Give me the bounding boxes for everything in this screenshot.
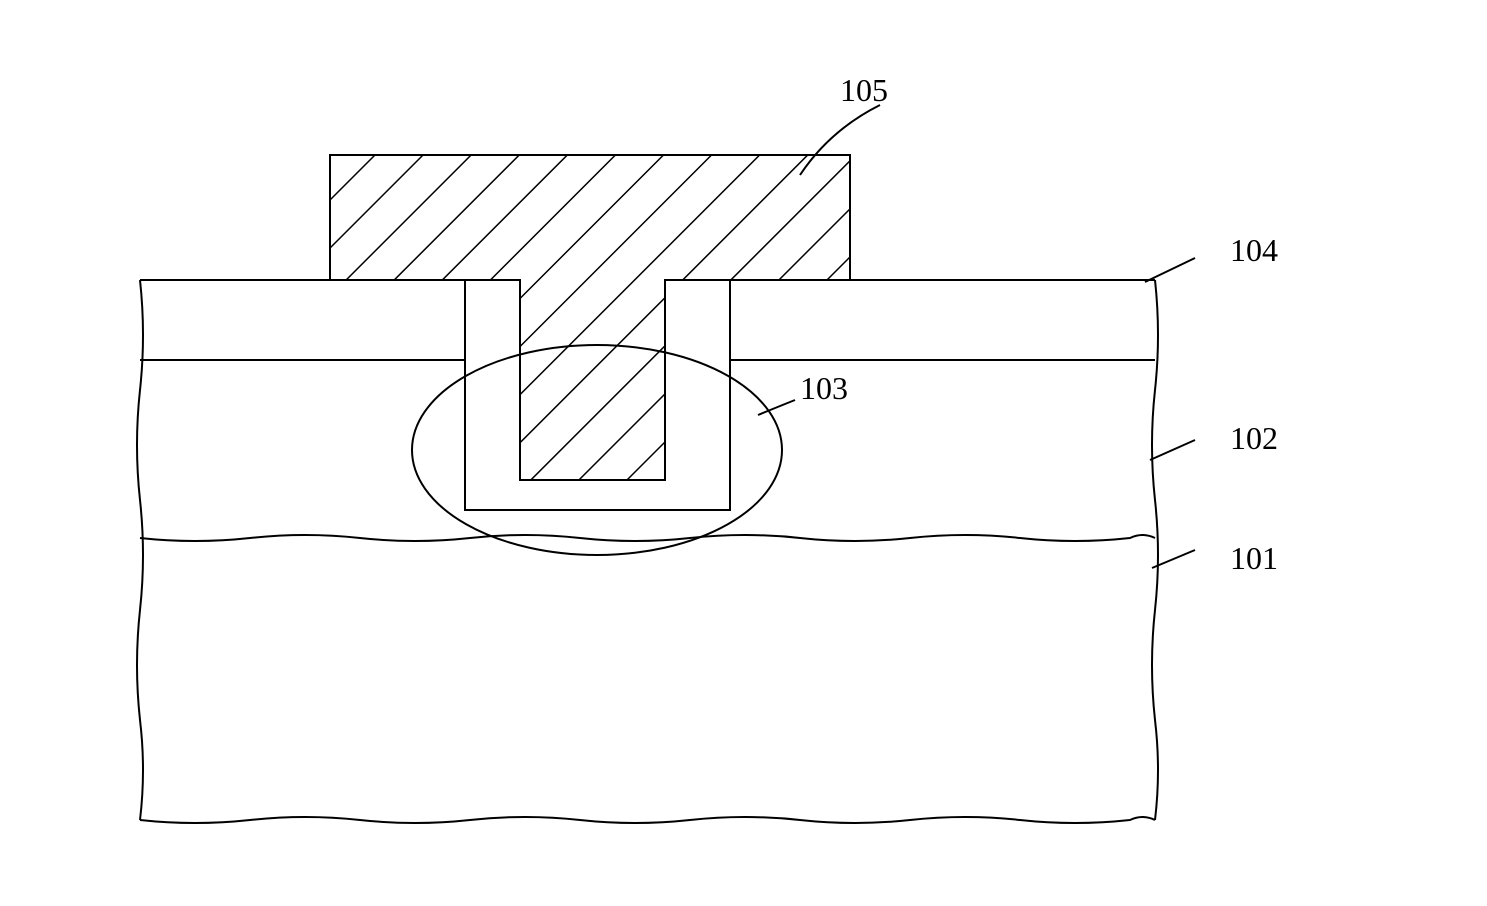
interface-102-101 — [140, 535, 1155, 541]
label-101: 101 — [1230, 540, 1278, 577]
electrode-105 — [290, 115, 890, 520]
label-102: 102 — [1230, 420, 1278, 457]
label-103: 103 — [800, 370, 848, 407]
diagram-stage: 105 104 103 102 101 — [0, 0, 1487, 906]
label-104: 104 — [1230, 232, 1278, 269]
label-105: 105 — [840, 72, 888, 109]
layer-101-bottom — [140, 817, 1155, 823]
